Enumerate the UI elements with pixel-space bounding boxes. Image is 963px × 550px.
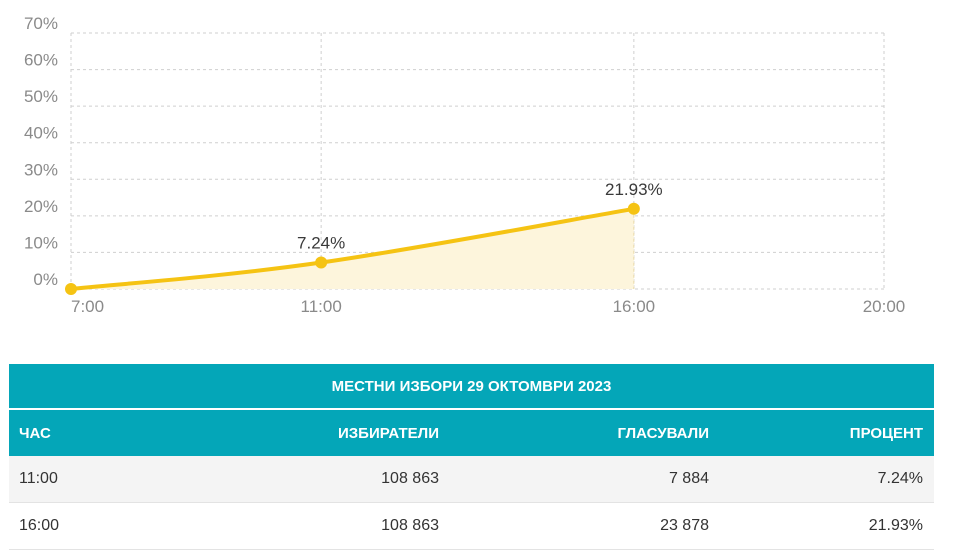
table-row: 11:00 108 863 7 884 7.24%: [9, 456, 934, 503]
data-point: [627, 202, 640, 215]
x-tick-label: 16:00: [613, 297, 656, 316]
data-label: 21.93%: [605, 180, 663, 199]
header-percent: ПРОЦЕНТ: [849, 424, 923, 442]
x-tick-label: 20:00: [863, 297, 906, 316]
y-tick-label: 10%: [24, 233, 58, 252]
data-point: [65, 283, 77, 295]
cell-voters: 108 863: [381, 517, 439, 534]
cell-voters: 108 863: [381, 470, 439, 487]
cell-percent: 7.24%: [877, 470, 923, 487]
table-row: 16:00 108 863 23 878 21.93%: [9, 503, 934, 550]
results-table: МЕСТНИ ИЗБОРИ 29 ОКТОМВРИ 2023 ЧАС ИЗБИР…: [9, 364, 934, 550]
cell-hour: 11:00: [19, 470, 58, 487]
y-tick-label: 70%: [24, 14, 58, 33]
x-tick-label: 11:00: [301, 297, 342, 316]
header-hour: ЧАС: [19, 424, 51, 442]
cell-hour: 16:00: [19, 517, 60, 534]
y-tick-label: 40%: [24, 124, 58, 143]
y-tick-label: 20%: [24, 197, 58, 216]
y-tick-label: 0%: [33, 270, 58, 289]
y-tick-label: 30%: [24, 160, 58, 179]
data-label: 7.24%: [297, 234, 345, 253]
turnout-chart: 0% 10% 20% 30% 40% 50% 60% 70% 7:00 11:00 16:00 20:…: [24, 14, 906, 316]
y-tick-label: 50%: [24, 87, 58, 106]
header-voted: ГЛАСУВАЛИ: [617, 424, 710, 442]
cell-percent: 21.93%: [868, 517, 923, 534]
cell-voted: 23 878: [660, 517, 709, 534]
table-header-row: ЧАС ИЗБИРАТЕЛИ ГЛАСУВАЛИ ПРОЦЕНТ: [9, 408, 934, 456]
series-area: [71, 208, 634, 289]
x-tick-label: 7:00: [71, 297, 104, 316]
data-point: [315, 256, 328, 269]
turnout-chart-svg: 0% 10% 20% 30% 40% 50% 60% 70% 7:00 11:00 16:00 20:…: [24, 14, 906, 316]
cell-voted: 7 884: [668, 470, 709, 487]
table-title: МЕСТНИ ИЗБОРИ 29 ОКТОМВРИ 2023: [9, 364, 934, 408]
header-voters: ИЗБИРАТЕЛИ: [338, 424, 439, 442]
y-tick-label: 60%: [24, 51, 58, 70]
